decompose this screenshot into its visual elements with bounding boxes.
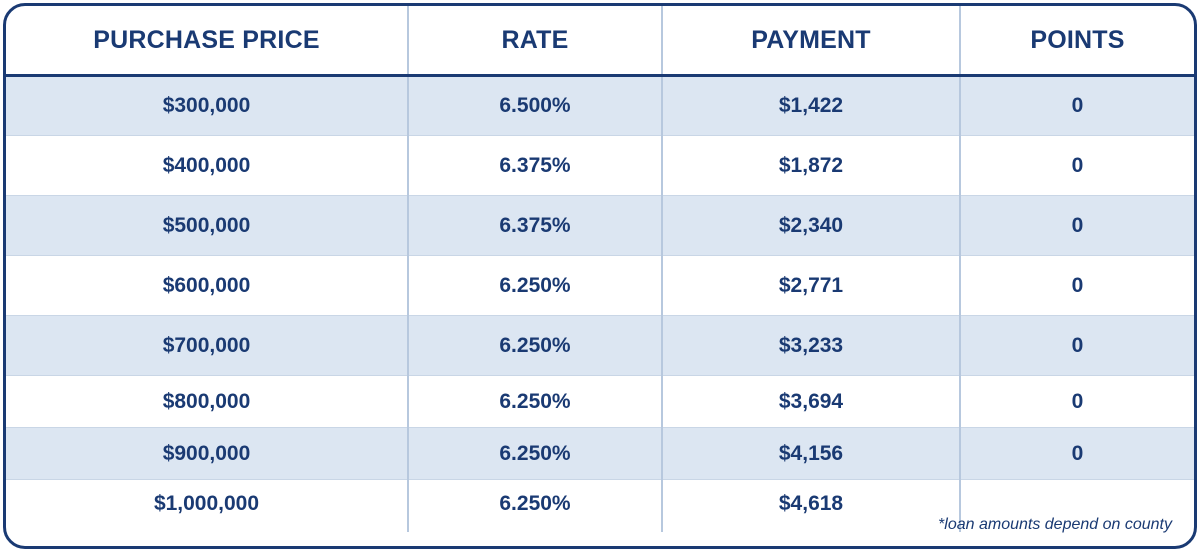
price-cell: $800,000 xyxy=(6,375,409,428)
payment-cell: $2,340 xyxy=(662,195,961,256)
price-cell: $400,000 xyxy=(6,135,409,196)
price-cell: $600,000 xyxy=(6,255,409,316)
price-cell: $1,000,000 xyxy=(6,479,409,532)
payment-cell: $2,771 xyxy=(662,255,961,316)
payment-cell: $4,618 xyxy=(662,479,961,532)
payment-cell: $1,872 xyxy=(662,135,961,196)
header-payment: PAYMENT xyxy=(662,6,961,77)
price-cell: $900,000 xyxy=(6,427,409,480)
payment-cell: $3,694 xyxy=(662,375,961,428)
points-cell: 0 xyxy=(960,75,1194,136)
rate-cell: 6.375% xyxy=(408,135,663,196)
table-row: $700,000 6.250% $3,233 0 xyxy=(6,315,1194,376)
payment-cell: $1,422 xyxy=(662,75,961,136)
price-cell: $500,000 xyxy=(6,195,409,256)
rate-cell: 6.250% xyxy=(408,315,663,376)
payment-cell: $4,156 xyxy=(662,427,961,480)
rate-cell: 6.250% xyxy=(408,375,663,428)
rate-cell: 6.250% xyxy=(408,479,663,532)
points-cell: 0 xyxy=(960,315,1194,376)
table-row: $300,000 6.500% $1,422 0 xyxy=(6,75,1194,136)
header-points: POINTS xyxy=(960,6,1194,77)
header-purchase-price: PURCHASE PRICE xyxy=(6,6,409,77)
table-row: $600,000 6.250% $2,771 0 xyxy=(6,255,1194,316)
rate-table: PURCHASE PRICE RATE PAYMENT POINTS $300,… xyxy=(6,6,1194,532)
rate-cell: 6.375% xyxy=(408,195,663,256)
points-cell: 0 xyxy=(960,427,1194,480)
table-row: $1,000,000 6.250% $4,618 xyxy=(6,479,1194,532)
rate-table-frame: PURCHASE PRICE RATE PAYMENT POINTS $300,… xyxy=(3,3,1197,549)
payment-cell: $3,233 xyxy=(662,315,961,376)
table-row: $500,000 6.375% $2,340 0 xyxy=(6,195,1194,256)
price-cell: $300,000 xyxy=(6,75,409,136)
table-row: $800,000 6.250% $3,694 0 xyxy=(6,375,1194,428)
points-cell: 0 xyxy=(960,135,1194,196)
header-rate: RATE xyxy=(408,6,663,77)
rate-cell: 6.250% xyxy=(408,427,663,480)
rate-cell: 6.250% xyxy=(408,255,663,316)
points-cell: 0 xyxy=(960,255,1194,316)
footnote: *loan amounts depend on county xyxy=(938,516,1172,533)
price-cell: $700,000 xyxy=(6,315,409,376)
rate-cell: 6.500% xyxy=(408,75,663,136)
points-cell: 0 xyxy=(960,375,1194,428)
table-row: $900,000 6.250% $4,156 0 xyxy=(6,427,1194,480)
table-row: $400,000 6.375% $1,872 0 xyxy=(6,135,1194,196)
header-row: PURCHASE PRICE RATE PAYMENT POINTS xyxy=(6,6,1194,77)
points-cell: 0 xyxy=(960,195,1194,256)
